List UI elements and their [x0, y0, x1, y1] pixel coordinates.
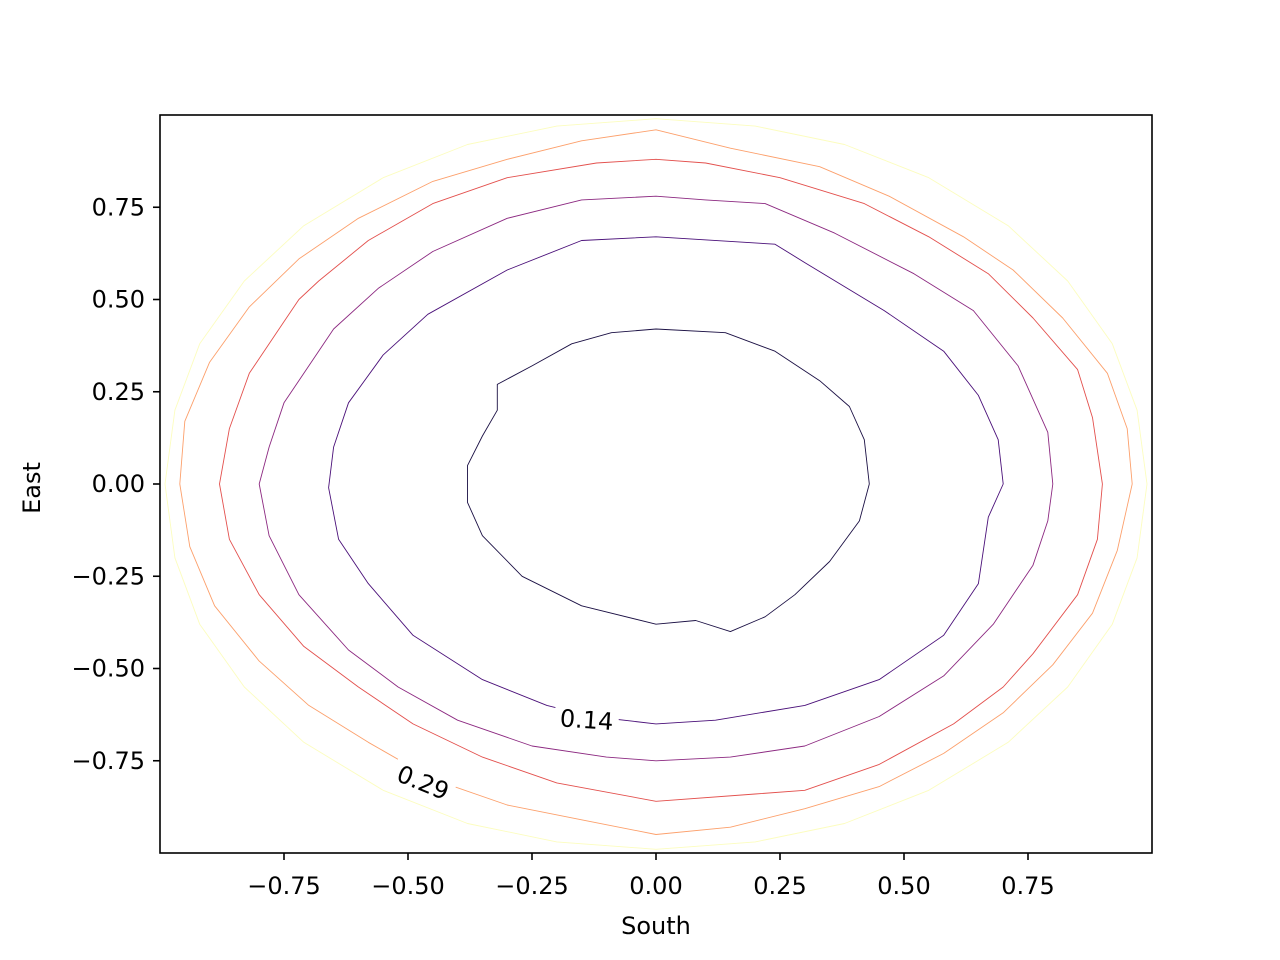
y-tick-label: 0.75	[92, 193, 145, 221]
contour-lines	[164, 118, 1148, 850]
contour-line-3	[258, 195, 1054, 762]
x-tick-label: 0.75	[1001, 872, 1054, 900]
contour-line-4	[219, 158, 1103, 802]
y-axis-label: East	[18, 462, 46, 514]
y-axis-ticks: −0.75 −0.50 −0.25 0.00 0.25 0.50 0.75	[71, 193, 160, 775]
x-tick-label: 0.50	[877, 872, 930, 900]
contour-label-background	[387, 757, 458, 808]
contour-line-1	[467, 328, 870, 633]
x-axis-label: South	[621, 912, 691, 940]
x-tick-label: −0.25	[495, 872, 569, 900]
y-tick-label: 0.25	[92, 378, 145, 406]
contour-label-background	[553, 704, 620, 737]
contour-label-1: 0.14	[559, 704, 614, 736]
x-tick-label: −0.50	[371, 872, 445, 900]
contour-line-2	[328, 236, 1004, 725]
x-tick-label: 0.00	[629, 872, 682, 900]
y-tick-label: −0.75	[71, 747, 145, 775]
contour-line-5	[179, 129, 1133, 835]
x-tick-label: 0.25	[753, 872, 806, 900]
y-tick-label: −0.50	[71, 655, 145, 683]
x-axis-ticks: −0.75 −0.50 −0.25 0.00 0.25 0.50 0.75	[247, 853, 1055, 900]
y-tick-label: −0.25	[71, 562, 145, 590]
contour-line-6	[164, 118, 1148, 850]
y-tick-label: 0.00	[92, 470, 145, 498]
y-tick-label: 0.50	[92, 286, 145, 314]
x-tick-label: −0.75	[247, 872, 321, 900]
